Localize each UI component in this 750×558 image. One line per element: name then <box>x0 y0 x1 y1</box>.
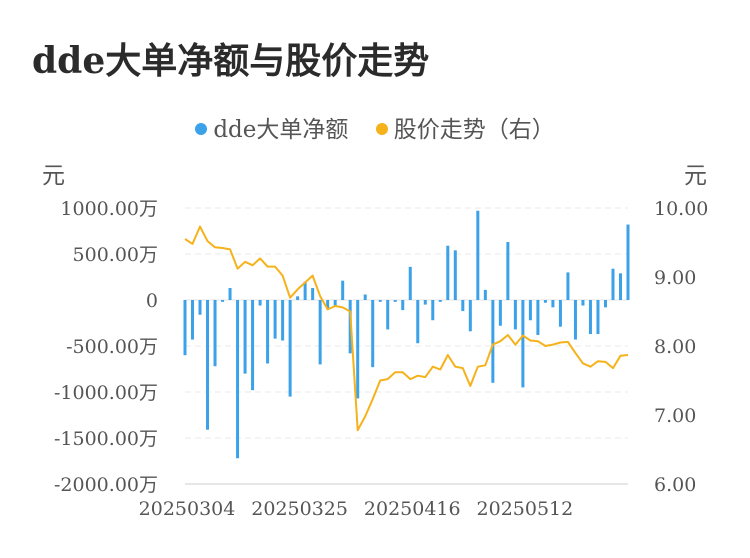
dde-bar <box>468 300 472 332</box>
dde-bar <box>476 210 480 300</box>
dde-bar <box>603 300 607 308</box>
legend-dot-price-icon <box>375 123 388 135</box>
dde-bar <box>513 300 517 330</box>
right-axis-unit: 元 <box>684 163 707 189</box>
left-axis-tick-label: 0 <box>146 290 158 312</box>
x-axis-tick-label: 20250304 <box>139 498 236 520</box>
dde-bar <box>311 288 315 300</box>
dde-bar <box>213 300 217 367</box>
dde-bar <box>258 300 262 306</box>
dde-bar <box>431 300 435 321</box>
price-line <box>184 225 629 432</box>
dde-bar <box>528 300 532 321</box>
dde-bar <box>326 300 330 310</box>
legend: dde大单净额 股价走势（右） <box>0 110 750 144</box>
dde-bar <box>588 300 592 335</box>
dde-bar <box>408 266 412 300</box>
dde-bar <box>551 300 555 308</box>
right-axis-tick-label: 7.00 <box>654 405 696 427</box>
dde-bar <box>266 300 270 364</box>
dde-bar <box>618 273 622 300</box>
legend-label-price: 股价走势（右） <box>393 117 555 143</box>
dde-bar <box>386 300 390 330</box>
legend-item-dde[interactable]: dde大单净额 <box>195 110 348 144</box>
left-axis-tick-label: -1000.00万 <box>54 382 158 404</box>
dde-bar <box>498 300 502 326</box>
dde-bar <box>581 300 585 306</box>
dde-bar <box>558 300 562 327</box>
dde-bar <box>416 300 420 344</box>
dde-bar <box>191 300 195 340</box>
dde-bar <box>371 300 375 368</box>
left-axis-tick-label: -1500.00万 <box>54 428 158 450</box>
chart-title: dde大单净额与股价走势 <box>32 40 430 82</box>
dde-bar <box>423 300 427 305</box>
dde-bar <box>288 300 292 397</box>
dde-bar <box>543 300 547 303</box>
dde-bar <box>318 300 322 365</box>
dde-bar <box>401 300 405 311</box>
dde-bar <box>281 300 285 341</box>
bar-series <box>183 210 630 459</box>
right-axis-ticks: 10.00 9.00 8.00 7.00 6.00 <box>654 198 708 496</box>
dde-bar <box>206 300 210 430</box>
left-axis-unit: 元 <box>42 163 65 189</box>
left-axis-tick-label: -500.00万 <box>66 336 158 358</box>
dde-bar <box>378 300 382 302</box>
x-axis-tick-label: 20250512 <box>477 498 574 520</box>
dde-bar <box>521 300 525 388</box>
x-axis-tick-label: 20250325 <box>251 498 348 520</box>
dde-bar <box>626 224 630 300</box>
dde-bar <box>491 300 495 383</box>
line-series <box>184 225 629 432</box>
dde-bar <box>596 300 600 335</box>
legend-item-price[interactable]: 股价走势（右） <box>375 110 555 144</box>
dde-bar <box>453 250 457 300</box>
dde-bar <box>243 300 247 374</box>
dde-bar <box>183 300 187 356</box>
right-axis-tick-label: 8.00 <box>654 336 696 358</box>
legend-dot-dde-icon <box>195 123 208 135</box>
dde-bar <box>236 300 240 459</box>
dde-bar <box>461 300 465 312</box>
dde-bar <box>221 300 225 302</box>
dde-bar <box>611 268 615 300</box>
dde-bar <box>303 281 307 300</box>
right-axis-tick-label: 10.00 <box>654 198 708 220</box>
dde-bar <box>273 300 277 339</box>
dde-bar <box>438 300 442 302</box>
dde-bar <box>393 300 397 302</box>
left-axis-tick-label: -2000.00万 <box>54 474 158 496</box>
dde-bar <box>363 294 367 300</box>
left-axis-ticks: 1000.00万 500.00万 0 -500.00万 -1000.00万 -1500.0… <box>54 198 158 496</box>
dde-bar <box>446 245 450 300</box>
dde-bar <box>573 300 577 340</box>
dde-bar <box>228 288 232 300</box>
dde-bar <box>483 289 487 300</box>
legend-label-dde: dde大单净额 <box>213 117 349 143</box>
dde-bar <box>566 272 570 300</box>
left-axis-tick-label: 1000.00万 <box>60 198 158 220</box>
dde-bar <box>536 300 540 335</box>
dde-bar <box>333 300 337 306</box>
x-axis: 20250304 20250325 20250416 20250512 <box>139 483 628 520</box>
dde-bar <box>506 242 510 300</box>
dde-bar <box>251 300 255 391</box>
dde-bar <box>341 280 345 300</box>
x-axis-tick-label: 20250416 <box>364 498 461 520</box>
dde-bar <box>356 300 360 399</box>
left-axis-tick-label: 500.00万 <box>73 244 158 266</box>
dde-bar <box>198 300 202 315</box>
right-axis-tick-label: 6.00 <box>654 474 696 496</box>
right-axis-tick-label: 9.00 <box>654 267 696 289</box>
dde-bar <box>296 296 300 300</box>
